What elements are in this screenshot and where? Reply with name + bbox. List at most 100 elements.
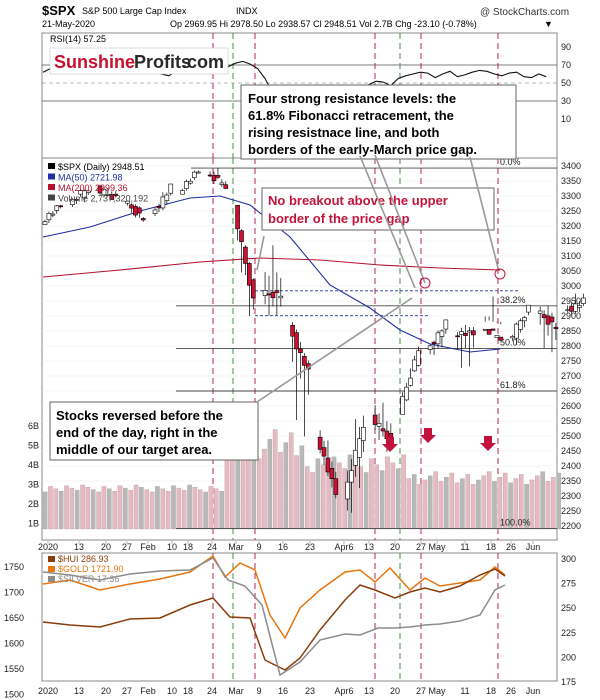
candle-up <box>101 188 107 196</box>
candle-up <box>345 481 350 500</box>
volume-bar <box>80 484 85 530</box>
candle-up <box>353 449 358 466</box>
candle-down <box>463 332 468 336</box>
candle-up <box>278 295 284 299</box>
price-legend-item: MA(50) 2721.98 <box>58 173 123 183</box>
candle-up <box>195 171 201 174</box>
candle-up <box>125 200 130 204</box>
volume-tick-label: 5B <box>28 441 39 451</box>
candle-up <box>400 395 405 415</box>
price-tick-label: 2650 <box>561 386 581 396</box>
volume-bar <box>326 470 331 530</box>
volume-bar <box>128 490 133 530</box>
volume-bar <box>123 487 128 530</box>
candle-up <box>467 330 472 333</box>
no-breakout-note-line-1: No breakout above the upper <box>268 193 448 208</box>
volume-tick-label: 4B <box>28 460 39 470</box>
candle-up <box>180 190 185 195</box>
metals-legend-item: $SILVER 17.36 <box>58 574 119 584</box>
volume-bar <box>470 483 476 530</box>
x-tick-label-bottom: 9 <box>256 686 261 696</box>
logo-text-com: .com <box>182 52 224 72</box>
x-tick-label-top: Jun <box>526 542 541 552</box>
candle-down <box>317 436 323 450</box>
gold-tick-label: 1550 <box>4 664 24 674</box>
volume-bar <box>165 491 171 530</box>
resistance-pointer-3 <box>469 156 499 269</box>
candle-up <box>168 183 174 194</box>
rsi-tick-label: 10 <box>561 114 571 124</box>
candle-up <box>192 171 197 178</box>
price-tick-label: 2300 <box>561 491 581 501</box>
x-tick-label-bottom: Feb <box>140 686 156 696</box>
volume-bar <box>395 468 401 530</box>
candle-down <box>129 204 134 209</box>
candle-down <box>431 341 437 345</box>
candle-down <box>455 335 460 338</box>
x-tick-label-bottom: Mar <box>228 686 244 696</box>
volume-bar <box>310 472 315 530</box>
volume-bar <box>155 486 160 530</box>
candle-down <box>553 327 559 329</box>
metals-legend-item: $HUI 286.93 <box>58 554 109 564</box>
volume-bar <box>74 490 80 530</box>
price-tick-label: 2950 <box>561 296 581 306</box>
volume-bar <box>58 491 64 530</box>
resistance-pointer-2 <box>359 155 416 289</box>
candle-down <box>239 230 244 242</box>
price-tick-label: 2250 <box>561 506 581 516</box>
volume-bar <box>524 483 529 530</box>
x-tick-label-top: 16 <box>278 542 288 552</box>
hui-tick-label: 300 <box>561 554 576 564</box>
volume-bar <box>556 472 561 530</box>
volume-bar <box>160 488 166 530</box>
candle-up <box>439 330 445 337</box>
price-tick-label: 2750 <box>561 356 581 366</box>
candle-down <box>140 218 146 221</box>
volume-bar <box>144 489 149 530</box>
volume-bar <box>406 478 412 530</box>
volume-bar <box>519 474 524 530</box>
resistance-note-line-2: 61.8% Fibonacci retracement, the <box>248 108 454 123</box>
price-tick-label: 3150 <box>561 236 581 246</box>
candle-down <box>325 457 331 473</box>
x-tick-label-bottom: 20 <box>390 686 400 696</box>
candle-up <box>510 336 515 339</box>
resistance-pointer-1 <box>374 154 426 284</box>
candle-down <box>156 206 162 209</box>
candle-down <box>250 279 256 299</box>
price-tick-label: 3350 <box>561 176 581 186</box>
volume-bar <box>540 471 545 530</box>
x-tick-label-top: 9 <box>256 542 261 552</box>
x-tick-label-top: 11 <box>460 542 469 552</box>
no-breakout-note-box <box>261 187 495 231</box>
volume-bar <box>374 464 380 530</box>
down-arrow-icon <box>420 428 436 443</box>
price-tick-label: 2450 <box>561 446 581 456</box>
target-marker-circle <box>419 277 431 289</box>
volume-bar <box>481 475 487 530</box>
x-tick-label-top: 10 <box>167 542 177 552</box>
price-tick-label: 2700 <box>561 371 581 381</box>
reversal-note-box <box>49 401 259 461</box>
fib-level-label: 61.8% <box>500 380 526 390</box>
metals-panel-frame <box>41 552 558 682</box>
logo-text-profits: Profits <box>134 52 191 72</box>
x-tick-label-top: 27 <box>122 542 132 552</box>
gold-tick-label: 1650 <box>4 613 24 623</box>
volume-bar <box>390 462 396 530</box>
volume-bar <box>460 478 465 530</box>
x-tick-label-bottom: Apr6 <box>334 686 353 696</box>
candle-up <box>427 345 433 350</box>
volume-bars <box>42 429 561 530</box>
volume-bar <box>224 452 230 530</box>
volume-bar <box>417 483 422 530</box>
legend-swatch <box>48 194 55 201</box>
candle-down <box>223 184 229 189</box>
x-tick-label-bottom: 26 <box>506 686 516 696</box>
candle-up <box>522 317 527 322</box>
candle-down <box>541 314 547 318</box>
volume-bar <box>117 485 123 530</box>
metals-lines <box>42 554 506 677</box>
x-tick-label-bottom: Jun <box>526 686 541 696</box>
